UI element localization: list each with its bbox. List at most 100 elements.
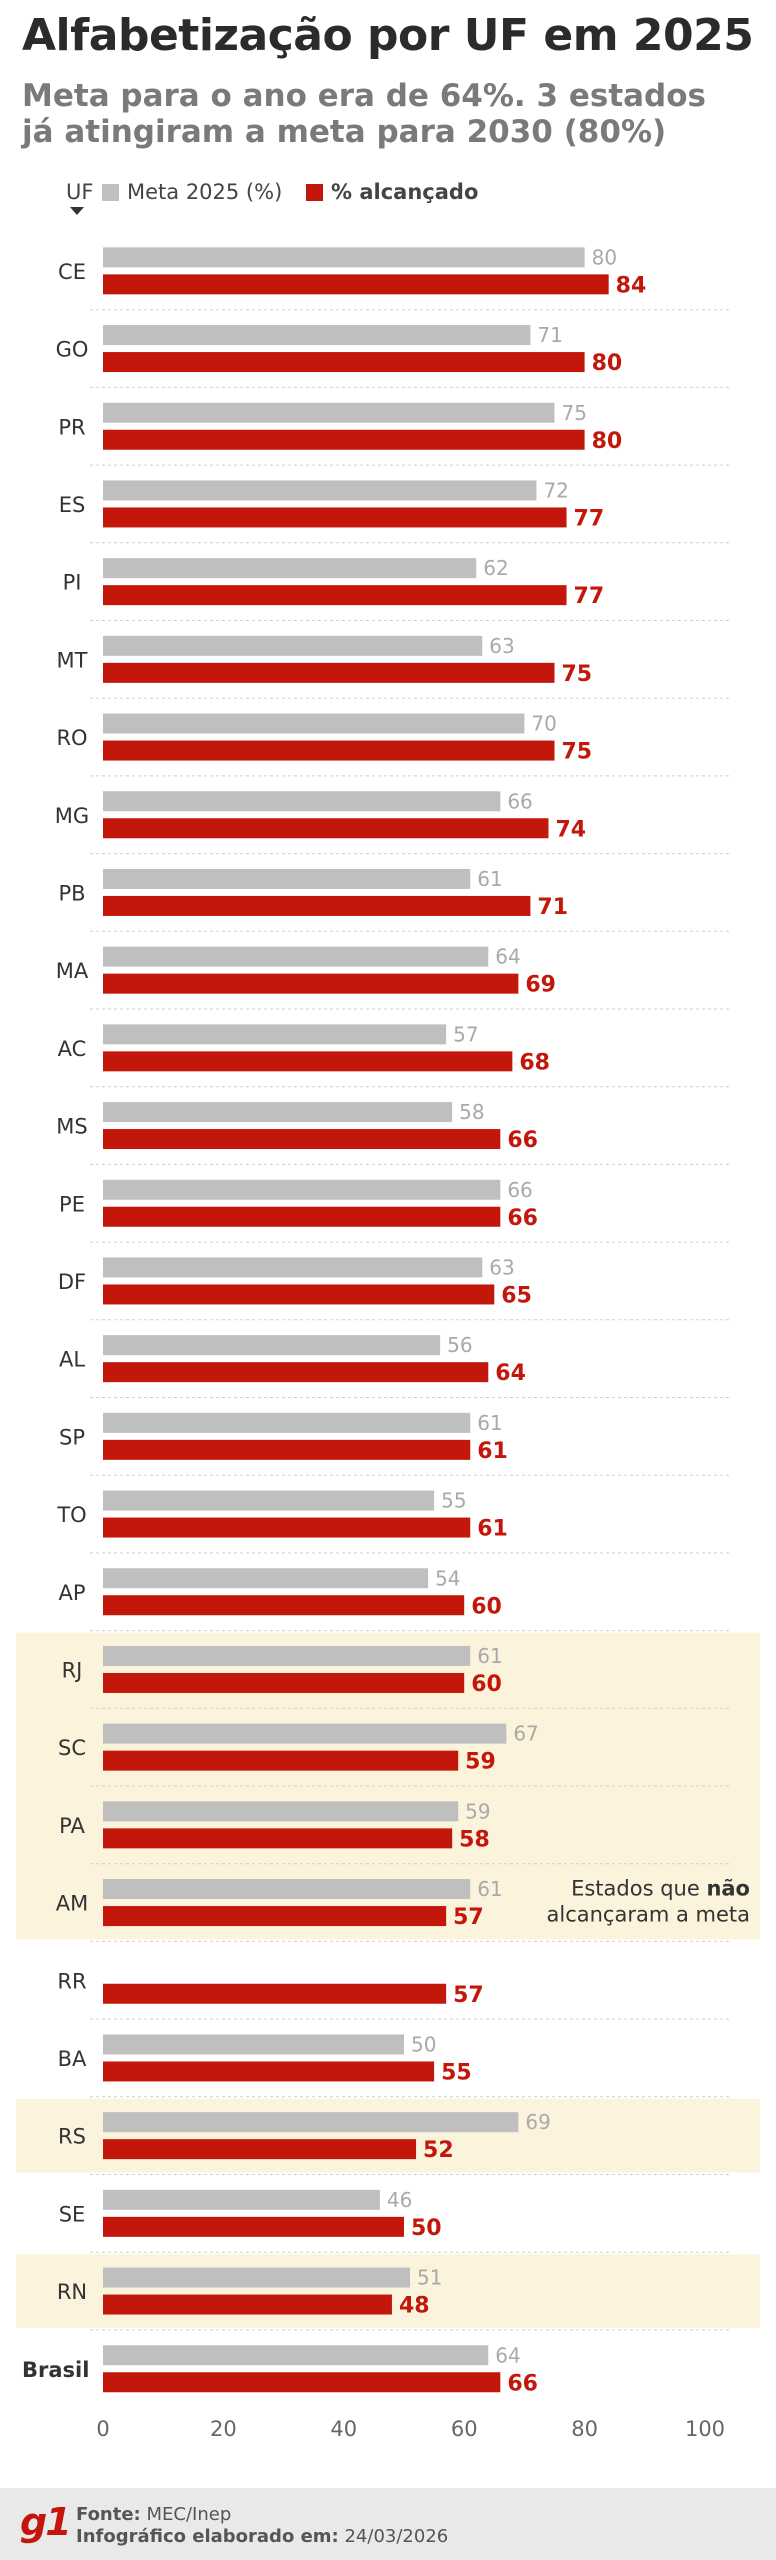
footer: g1 Fonte: MEC/Inep Infográfico elaborado…: [0, 2488, 776, 2560]
bar-meta: [103, 635, 483, 656]
bar-achieved: [103, 1284, 495, 1305]
category-label: CE: [58, 260, 86, 284]
category-label: GO: [56, 338, 89, 362]
bar-meta: [103, 868, 471, 889]
bar-meta-value: 69: [525, 2110, 550, 2134]
bar-meta-value: 57: [453, 1022, 478, 1046]
source-block: Fonte: MEC/Inep Infográfico elaborado em…: [76, 2504, 448, 2548]
bar-achieved: [103, 1828, 453, 1849]
bar-achieved-value: 57: [453, 1905, 484, 1930]
chart-subtitle: Meta para o ano era de 64%. 3 estados já…: [22, 78, 706, 150]
x-tick-label: 100: [685, 2417, 725, 2441]
bar-achieved-value: 80: [592, 429, 623, 454]
bar-achieved: [103, 1672, 465, 1693]
bar-achieved-value: 55: [441, 2060, 472, 2085]
category-label: MA: [56, 959, 89, 983]
bar-achieved: [103, 2061, 435, 2082]
bar-meta-value: 51: [417, 2266, 442, 2290]
bar-meta: [103, 1102, 453, 1123]
bar-achieved-value: 68: [519, 1050, 550, 1075]
legend-achieved-swatch: [306, 184, 323, 201]
bar-meta-value: 66: [507, 1178, 532, 1202]
annotation-line1: Estados que não: [571, 1877, 750, 1901]
bar-meta-value: 62: [483, 556, 508, 580]
annotation-bold: não: [706, 1877, 750, 1901]
legend-achieved: % alcançado: [306, 180, 478, 204]
bar-meta-value: 80: [592, 245, 617, 269]
bar-achieved-value: 66: [507, 1128, 538, 1153]
bar-achieved: [103, 662, 555, 683]
bar-achieved: [103, 352, 585, 373]
bar-achieved-value: 61: [477, 1517, 508, 1542]
bar-meta: [103, 1490, 435, 1511]
made-label: Infográfico elaborado em:: [76, 2526, 339, 2547]
bar-achieved-value: 50: [411, 2216, 442, 2241]
bar-meta-value: 64: [495, 945, 520, 969]
category-label: RN: [57, 2280, 87, 2304]
bar-achieved-value: 64: [495, 1361, 526, 1386]
category-label: PI: [63, 571, 82, 595]
category-label: AP: [58, 1581, 85, 1605]
bar-achieved-value: 75: [562, 662, 593, 687]
bar-meta: [103, 1801, 459, 1822]
bar-achieved: [103, 740, 555, 761]
category-label: AM: [56, 1892, 88, 1916]
bar-achieved: [103, 429, 585, 450]
bar-achieved-value: 75: [562, 740, 593, 765]
category-label: TO: [56, 1503, 86, 1527]
bar-achieved-value: 48: [399, 2294, 430, 2319]
bar-achieved-value: 84: [616, 273, 647, 298]
category-label: ES: [59, 493, 86, 517]
bar-achieved: [103, 1129, 501, 1150]
category-label: BA: [58, 2047, 87, 2071]
category-label: MS: [56, 1115, 87, 1139]
bar-meta-value: 66: [507, 789, 532, 813]
bar-meta: [103, 402, 555, 423]
bar-meta-value: 64: [495, 2343, 520, 2367]
category-label: SC: [58, 1736, 86, 1760]
bar-meta-value: 59: [465, 1799, 490, 1823]
category-label: RS: [58, 2125, 86, 2149]
bar-achieved-value: 59: [465, 1750, 496, 1775]
bar-meta: [103, 558, 477, 579]
annotation-line2: alcançaram a meta: [547, 1903, 751, 1927]
bar-meta: [103, 2034, 404, 2055]
bar-achieved: [103, 507, 567, 528]
bar-achieved: [103, 2372, 501, 2393]
sort-arrow-icon: [70, 207, 84, 215]
bar-achieved: [103, 1362, 489, 1383]
bar-chart: CE8084GO7180PR7580ES7277PI6277MT6375RO70…: [16, 245, 760, 2441]
bar-meta-value: 63: [489, 634, 514, 658]
bar-achieved-value: 69: [525, 973, 556, 998]
category-label: MG: [55, 804, 89, 828]
annotation-text: Estados que: [571, 1877, 706, 1901]
category-label: MT: [57, 648, 88, 672]
x-tick-label: 0: [96, 2417, 109, 2441]
bar-meta: [103, 1024, 447, 1045]
bar-achieved: [103, 1051, 513, 1072]
bar-meta: [103, 325, 531, 346]
highlight-band: [16, 2254, 760, 2328]
category-label: RR: [57, 1969, 86, 1993]
source-label: Fonte:: [76, 2504, 141, 2525]
sort-label: UF: [66, 180, 94, 204]
made-value: 24/03/2026: [344, 2526, 449, 2547]
legend-meta-swatch: [102, 184, 119, 201]
bar-achieved-value: 77: [574, 584, 605, 609]
bar-achieved-value: 61: [477, 1439, 508, 1464]
bar-achieved-value: 60: [471, 1594, 502, 1619]
bar-achieved-value: 60: [471, 1672, 502, 1697]
bar-meta: [103, 1645, 471, 1666]
bar-meta: [103, 1568, 429, 1589]
bar-achieved: [103, 2139, 417, 2160]
highlight-band: [16, 2098, 760, 2173]
bar-achieved: [103, 895, 531, 916]
bar-achieved: [103, 818, 549, 839]
category-label: AC: [58, 1037, 87, 1061]
category-label: Brasil: [22, 2358, 89, 2382]
bar-meta: [103, 1257, 483, 1278]
category-label: SP: [59, 1425, 85, 1449]
source-value: MEC/Inep: [146, 2504, 232, 2525]
bar-achieved-value: 80: [592, 351, 623, 376]
bar-meta: [103, 1179, 501, 1200]
